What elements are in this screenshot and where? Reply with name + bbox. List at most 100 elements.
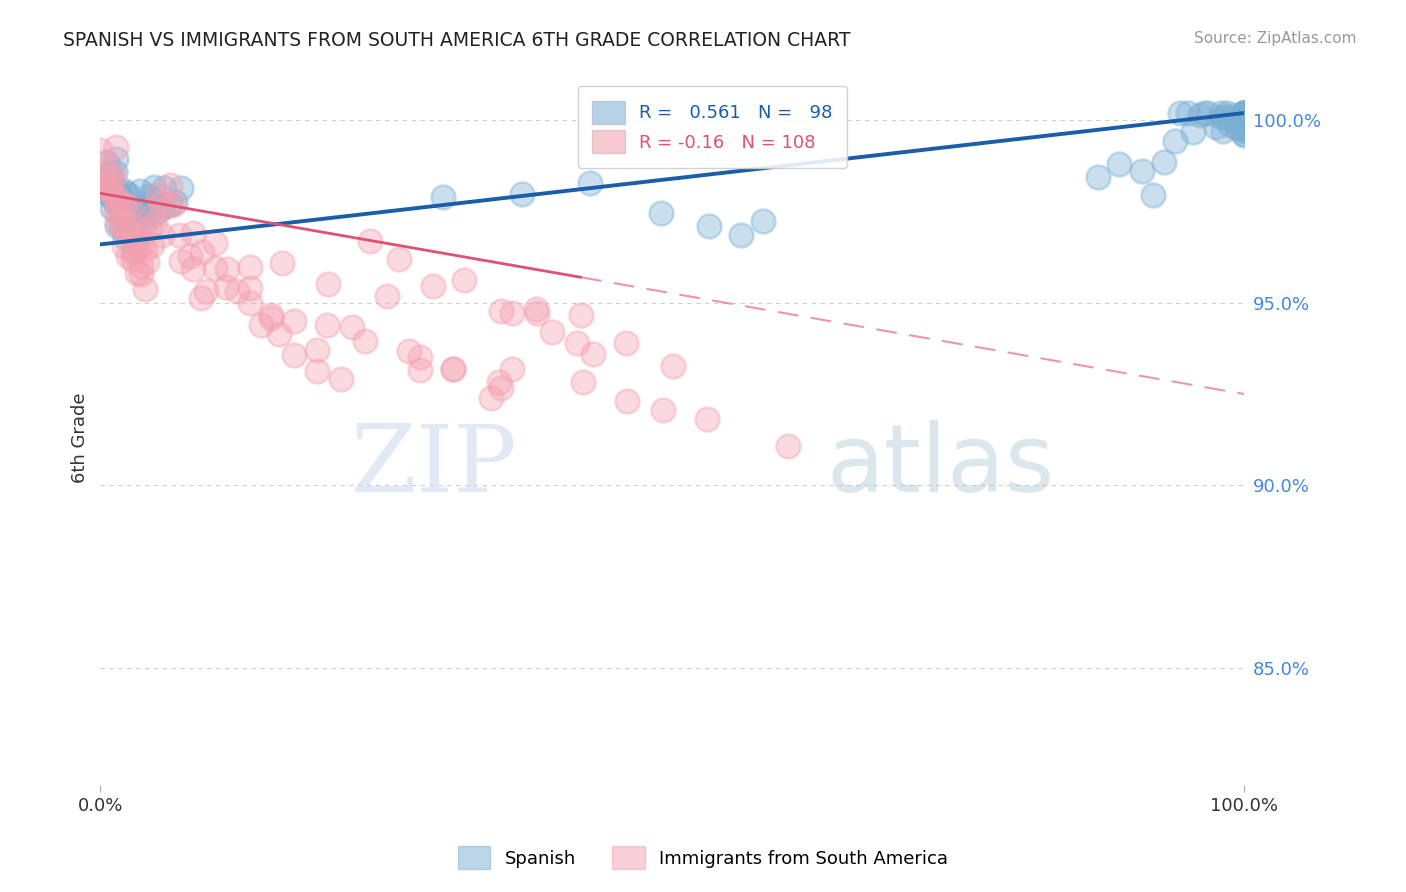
Point bbox=[524, 301, 547, 316]
Point bbox=[138, 189, 160, 203]
Point bbox=[283, 314, 305, 328]
Point bbox=[1181, 125, 1204, 139]
Point bbox=[1233, 106, 1256, 120]
Point bbox=[112, 222, 135, 236]
Point bbox=[409, 350, 432, 364]
Point bbox=[136, 208, 159, 222]
Point bbox=[114, 229, 136, 244]
Point bbox=[104, 152, 127, 166]
Point bbox=[489, 303, 512, 318]
Point bbox=[118, 200, 141, 214]
Point bbox=[1233, 106, 1256, 120]
Point bbox=[267, 326, 290, 341]
Point bbox=[127, 266, 149, 280]
Point bbox=[104, 165, 127, 179]
Point bbox=[89, 143, 111, 157]
Point bbox=[1233, 123, 1256, 137]
Point bbox=[239, 295, 262, 310]
Point bbox=[122, 246, 145, 260]
Point bbox=[1233, 106, 1256, 120]
Point bbox=[650, 206, 672, 220]
Point bbox=[141, 238, 163, 252]
Point bbox=[167, 227, 190, 242]
Point bbox=[108, 202, 131, 217]
Point bbox=[110, 219, 132, 233]
Point bbox=[139, 220, 162, 235]
Point bbox=[1232, 109, 1254, 123]
Point bbox=[100, 190, 122, 204]
Point bbox=[1233, 117, 1256, 131]
Point bbox=[98, 175, 121, 189]
Point bbox=[1233, 106, 1256, 120]
Point bbox=[1226, 121, 1249, 136]
Point bbox=[183, 262, 205, 277]
Point bbox=[114, 207, 136, 221]
Point bbox=[191, 245, 214, 260]
Point bbox=[1233, 120, 1256, 135]
Point bbox=[398, 343, 420, 358]
Point bbox=[453, 273, 475, 287]
Point bbox=[1153, 154, 1175, 169]
Point bbox=[128, 227, 150, 242]
Point bbox=[1233, 123, 1256, 137]
Point bbox=[260, 311, 283, 326]
Point bbox=[131, 209, 153, 223]
Point bbox=[103, 169, 125, 184]
Point bbox=[353, 334, 375, 348]
Point bbox=[1177, 106, 1199, 120]
Point bbox=[118, 206, 141, 220]
Point bbox=[134, 216, 156, 230]
Point bbox=[1233, 114, 1256, 128]
Point bbox=[104, 196, 127, 211]
Point bbox=[541, 325, 564, 339]
Point bbox=[1130, 164, 1153, 178]
Point bbox=[1219, 119, 1241, 133]
Legend: Spanish, Immigrants from South America: Spanish, Immigrants from South America bbox=[449, 838, 957, 879]
Point bbox=[1233, 119, 1256, 133]
Point bbox=[1233, 114, 1256, 128]
Point bbox=[1233, 128, 1256, 143]
Point bbox=[696, 412, 718, 426]
Point bbox=[110, 189, 132, 203]
Point bbox=[108, 185, 131, 199]
Point bbox=[260, 308, 283, 322]
Point bbox=[104, 140, 127, 154]
Point bbox=[150, 228, 173, 243]
Point bbox=[1232, 106, 1254, 120]
Point bbox=[730, 228, 752, 243]
Point bbox=[105, 216, 128, 230]
Point bbox=[108, 202, 131, 217]
Point bbox=[315, 318, 337, 333]
Point bbox=[94, 181, 117, 195]
Point bbox=[129, 184, 152, 198]
Point bbox=[1211, 110, 1233, 124]
Point bbox=[94, 171, 117, 186]
Point bbox=[103, 189, 125, 203]
Point bbox=[1164, 134, 1187, 148]
Point bbox=[408, 363, 430, 377]
Point bbox=[489, 381, 512, 395]
Point bbox=[488, 375, 510, 389]
Point bbox=[1216, 106, 1239, 120]
Point bbox=[651, 403, 673, 417]
Point bbox=[122, 253, 145, 268]
Point bbox=[105, 219, 128, 233]
Point bbox=[1233, 106, 1256, 120]
Point bbox=[215, 261, 238, 276]
Point bbox=[239, 281, 262, 295]
Point bbox=[96, 156, 118, 170]
Point bbox=[776, 439, 799, 453]
Point bbox=[1233, 115, 1256, 129]
Point bbox=[135, 255, 157, 269]
Point bbox=[170, 254, 193, 268]
Point bbox=[111, 195, 134, 210]
Point bbox=[226, 284, 249, 298]
Point bbox=[614, 336, 637, 351]
Point bbox=[752, 214, 775, 228]
Point bbox=[122, 232, 145, 246]
Text: atlas: atlas bbox=[827, 419, 1054, 512]
Point bbox=[134, 282, 156, 296]
Point bbox=[1188, 108, 1211, 122]
Point bbox=[1205, 120, 1227, 134]
Point bbox=[1192, 106, 1215, 120]
